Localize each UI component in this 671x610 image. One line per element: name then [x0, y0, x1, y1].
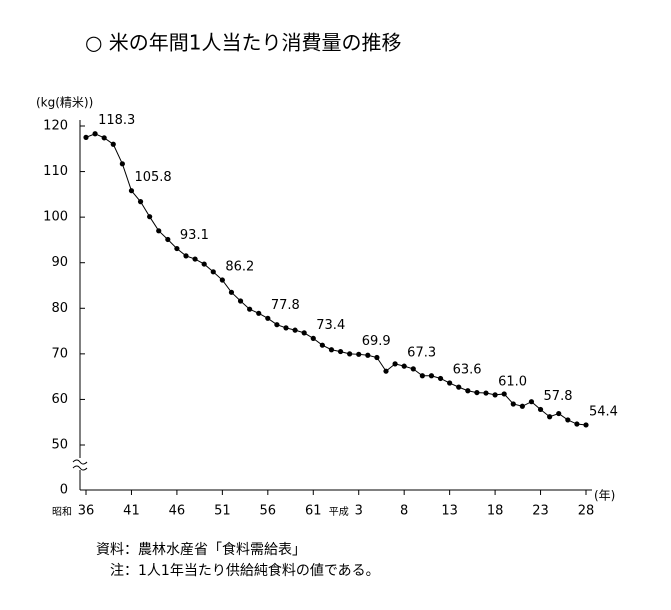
note: 注：1人1年当たり供給純食料の値である。	[110, 562, 380, 579]
data-point	[347, 351, 353, 357]
y-tick-label: 120	[43, 119, 68, 134]
x-tick-label: 3	[355, 504, 363, 519]
x-tick-label: 28	[578, 504, 595, 519]
data-point	[583, 422, 589, 428]
data-point	[356, 351, 362, 357]
data-point	[519, 403, 525, 409]
data-point	[183, 253, 189, 259]
data-point	[174, 245, 180, 252]
data-point	[201, 261, 207, 267]
data-label: 61.0	[498, 374, 527, 389]
x-tick-label: 8	[400, 504, 408, 519]
data-point	[137, 199, 144, 205]
data-point	[465, 388, 471, 394]
era-label: 平成	[329, 506, 349, 518]
x-tick-label: 13	[441, 504, 458, 519]
data-point	[110, 141, 116, 147]
data-point	[565, 417, 571, 423]
data-point	[447, 380, 453, 386]
data-point	[274, 322, 280, 328]
data-label: 69.9	[362, 334, 391, 349]
x-axis-label: (年)	[594, 489, 615, 503]
y-tick-label: 60	[51, 392, 68, 407]
y-tick-label: 110	[43, 164, 68, 179]
x-tick-label: 46	[169, 504, 186, 519]
data-point	[228, 289, 235, 295]
data-point	[556, 410, 562, 417]
data-point	[401, 363, 407, 369]
data-point	[483, 390, 489, 396]
y-tick-label: 100	[43, 210, 68, 225]
data-label: 86.2	[225, 260, 254, 275]
data-point	[283, 325, 289, 331]
data-point	[437, 375, 444, 382]
data-point	[456, 384, 462, 390]
data-label: 93.1	[180, 228, 209, 243]
y-tick-label: 70	[51, 346, 68, 361]
data-point	[374, 354, 380, 361]
data-point	[537, 406, 544, 413]
data-label: 67.3	[407, 346, 436, 361]
data-point	[256, 310, 262, 316]
data-point	[165, 236, 171, 243]
y-tick-label: 50	[51, 438, 68, 453]
data-point	[147, 214, 153, 220]
chart-title: ○ 米の年間1人当たり消費量の推移	[85, 31, 402, 55]
data-point	[92, 131, 98, 137]
data-point	[528, 399, 535, 405]
y-tick-label: 80	[51, 301, 68, 316]
y-tick-label: 90	[51, 255, 68, 270]
data-point	[365, 352, 371, 358]
data-point	[310, 335, 316, 341]
data-label: 57.8	[544, 389, 573, 404]
y-tick-label: 0	[60, 483, 68, 498]
data-label: 105.8	[134, 170, 171, 185]
data-point	[237, 298, 244, 304]
x-tick-label: 36	[78, 504, 95, 519]
data-point	[265, 315, 271, 321]
x-tick-label: 41	[123, 504, 140, 519]
x-tick-label: 18	[487, 504, 504, 519]
data-point	[574, 421, 580, 427]
data-point	[410, 366, 416, 372]
data-point	[319, 342, 325, 348]
data-point	[328, 347, 335, 353]
x-tick-label: 23	[532, 504, 549, 519]
data-point	[83, 134, 89, 140]
data-point	[492, 392, 498, 398]
data-point	[392, 361, 398, 367]
data-label: 54.4	[589, 404, 618, 419]
data-point	[119, 161, 125, 167]
data-point	[547, 414, 553, 420]
data-point	[156, 228, 162, 234]
data-point	[501, 391, 507, 397]
data-point	[128, 188, 135, 194]
x-tick-label: 51	[214, 504, 231, 519]
axis-break	[72, 459, 88, 471]
data-label: 63.6	[453, 363, 482, 378]
x-tick-label: 56	[260, 504, 277, 519]
y-axis-label: (kg(精米))	[36, 96, 93, 110]
data-point	[474, 389, 480, 396]
data-point	[428, 373, 435, 379]
era-label: 昭和	[52, 506, 72, 518]
data-label: 118.3	[98, 113, 135, 128]
data-point	[419, 373, 425, 379]
data-point	[101, 135, 107, 141]
data-label: 77.8	[271, 298, 300, 313]
data-point	[292, 327, 298, 333]
data-point	[337, 348, 344, 355]
data-point	[510, 401, 516, 407]
source: 資料：農林水産省「食料需給表」	[96, 541, 306, 558]
data-point	[383, 368, 389, 374]
data-label: 73.4	[316, 318, 345, 333]
data-point	[210, 269, 216, 275]
x-tick-label: 61	[305, 504, 322, 519]
data-point	[219, 277, 225, 283]
data-point	[192, 256, 198, 262]
data-point	[301, 330, 307, 336]
data-point	[247, 306, 253, 312]
